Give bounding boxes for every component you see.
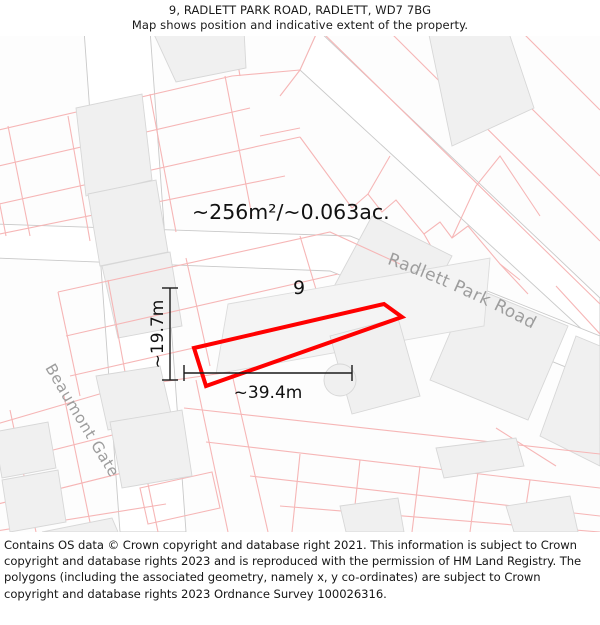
building-footprint [87,179,169,267]
width-dimension-label: ~39.4m [234,383,303,403]
page-subtitle: Map shows position and indicative extent… [131,18,469,32]
building-footprint [505,495,579,532]
building-footprint [215,257,491,375]
building-footprint [428,36,535,147]
building-footprint [435,437,525,479]
building-footprint [109,409,193,489]
building-footprint [41,517,119,532]
building-footprint [0,421,57,479]
building-footprint [75,93,153,197]
copyright-text: Contains OS data © Crown copyright and d… [4,538,582,601]
buildings-upper-left [75,36,247,339]
height-dimension-label: ~19.7m [148,300,168,369]
building-with-bay [323,317,421,415]
building-footprint [1,469,67,532]
building-footprint [154,36,247,83]
buildings-lower-left [0,365,193,532]
dimension-annotations [162,287,353,381]
map-vector-layer: .pl { stroke:#f6b6b6; stroke-width:1.1; … [0,36,600,532]
parcel-boundaries-upper-right [299,36,600,335]
page-title: 9, RADLETT PARK ROAD, RADLETT, WD7 7BG [168,3,432,17]
plot-number-label: 9 [293,277,305,299]
page-header: 9, RADLETT PARK ROAD, RADLETT, WD7 7BG M… [0,0,600,36]
buildings-lower-right [339,437,579,532]
building-footprint [539,335,600,467]
building-footprint [339,497,405,532]
building-bay-circle [323,363,357,397]
map-canvas[interactable]: .pl { stroke:#f6b6b6; stroke-width:1.1; … [0,36,600,532]
building-footprint [101,251,183,339]
area-label: ~256m²/~0.063ac. [192,200,390,224]
copyright-footer: Contains OS data © Crown copyright and d… [0,532,600,625]
